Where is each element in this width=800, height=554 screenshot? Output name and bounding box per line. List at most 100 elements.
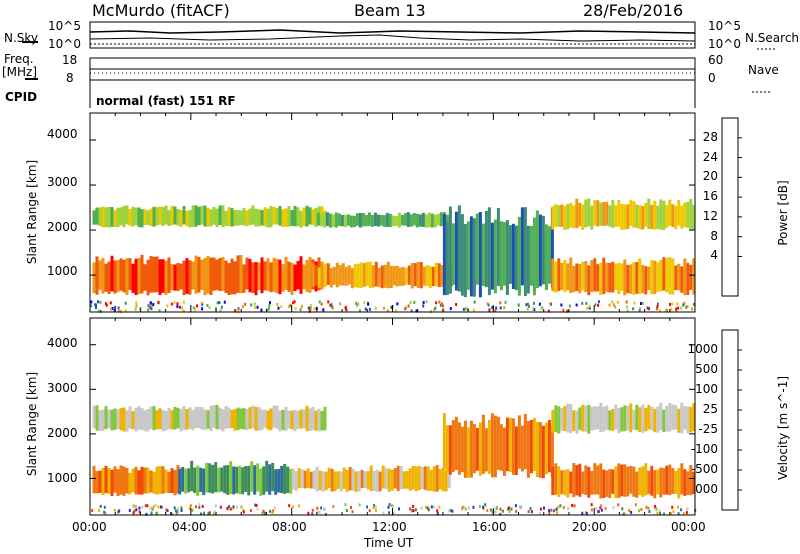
speckle <box>254 306 256 310</box>
colorbar-tick-label: 25 <box>702 402 718 416</box>
data-cell <box>206 207 210 227</box>
data-cell <box>677 468 681 499</box>
speckle <box>90 300 93 304</box>
data-cell <box>451 420 455 472</box>
data-cell <box>92 405 96 429</box>
data-cell <box>299 256 303 294</box>
velocity-ytick: 2000 <box>47 426 78 440</box>
speckle <box>268 304 271 308</box>
data-cell <box>408 468 412 491</box>
speckle <box>686 305 689 309</box>
speckle <box>670 307 673 311</box>
speckle <box>128 509 131 512</box>
speckle <box>135 301 138 305</box>
speckle <box>677 306 680 310</box>
data-cell <box>268 464 272 495</box>
data-cell <box>490 222 494 290</box>
speckle <box>263 511 266 515</box>
data-cell <box>221 205 225 228</box>
speckle <box>277 306 280 310</box>
data-cell <box>254 208 258 227</box>
speckle <box>330 303 333 307</box>
speckle <box>640 302 642 305</box>
data-cell <box>236 210 240 226</box>
speckle <box>655 507 658 511</box>
data-cell <box>185 258 189 294</box>
data-cell <box>532 217 536 296</box>
speckle <box>322 308 325 312</box>
noise-speckle <box>91 503 697 516</box>
data-cell <box>110 207 114 227</box>
speckle <box>147 308 150 312</box>
data-cell <box>608 205 612 227</box>
data-cell <box>529 226 533 286</box>
speckle <box>467 506 470 510</box>
colorbar-tick-label: 500 <box>695 362 718 376</box>
speckle <box>659 512 661 516</box>
speckle <box>489 508 492 512</box>
speckle <box>638 309 641 312</box>
data-cell <box>400 215 404 226</box>
data-cell <box>560 470 564 495</box>
speckle <box>149 506 152 510</box>
speckle <box>351 510 354 514</box>
speckle <box>199 512 202 516</box>
data-cell <box>332 266 336 285</box>
speckle <box>507 507 509 511</box>
speckle <box>677 512 680 516</box>
data-cell <box>668 403 672 432</box>
data-cell <box>233 261 237 295</box>
speckle <box>288 305 291 309</box>
x-tick-label: 00:00 <box>72 520 107 534</box>
data-cell <box>668 199 672 226</box>
data-cell <box>535 210 539 288</box>
speckle <box>432 505 435 509</box>
data-cell <box>626 204 630 229</box>
noise-tick-right-hi: 10^5 <box>708 19 741 33</box>
speckle <box>430 505 433 509</box>
data-cell <box>245 257 249 290</box>
data-cell <box>520 207 524 286</box>
data-cell <box>395 265 399 287</box>
data-cell <box>325 212 329 226</box>
data-cell <box>520 425 524 472</box>
data-cell <box>686 262 690 295</box>
data-cell <box>445 222 449 296</box>
data-cell <box>212 257 216 291</box>
data-cell <box>560 408 564 431</box>
data-cell <box>402 471 406 489</box>
data-cell <box>635 204 639 228</box>
speckle <box>194 307 197 311</box>
data-cell <box>683 258 687 296</box>
data-cell <box>557 466 561 497</box>
speckle <box>183 300 185 304</box>
data-cell <box>306 468 310 488</box>
data-cell <box>272 405 276 428</box>
speckle <box>617 503 620 507</box>
speckle <box>486 302 489 306</box>
data-cell <box>263 261 267 291</box>
data-cell <box>523 207 527 297</box>
data-cell <box>308 408 312 431</box>
speckle <box>113 308 116 312</box>
data-cell <box>626 405 630 431</box>
data-cell <box>514 426 518 475</box>
speckle <box>133 509 136 513</box>
data-cell <box>362 263 366 287</box>
data-cell <box>143 209 147 225</box>
data-cell <box>541 215 545 285</box>
speckle <box>176 510 179 514</box>
data-cell <box>647 198 651 229</box>
data-cell <box>167 471 171 494</box>
speckle <box>680 306 683 310</box>
speckle <box>612 303 615 307</box>
data-cell <box>113 260 117 294</box>
nave-tick-lo: 0 <box>708 71 716 85</box>
data-cell <box>638 407 642 432</box>
data-cell <box>653 470 657 499</box>
data-cell <box>487 419 491 474</box>
data-cell <box>599 402 603 433</box>
speckle <box>104 302 107 306</box>
data-cell <box>587 265 591 296</box>
data-cell <box>680 463 684 495</box>
